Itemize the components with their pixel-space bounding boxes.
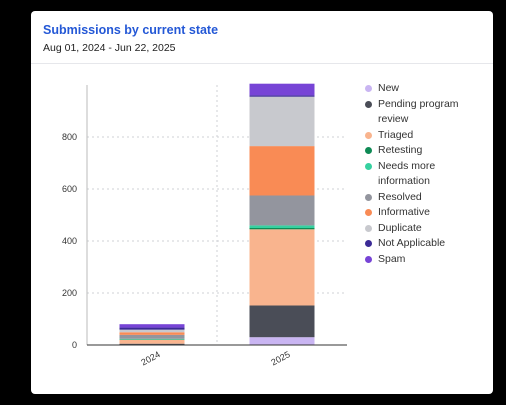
legend-item[interactable]: Triaged <box>365 128 485 144</box>
chart-card: Submissions by current state Aug 01, 202… <box>31 11 493 394</box>
legend-item[interactable]: Not Applicable <box>365 236 485 252</box>
legend-label: Pending program review <box>378 97 459 126</box>
legend-label: Resolved <box>378 190 422 203</box>
legend-swatch <box>365 193 372 201</box>
x-tick-label: 2024 <box>139 349 161 367</box>
legend-item[interactable]: Retesting <box>365 143 485 159</box>
legend-swatch <box>365 100 372 108</box>
legend-swatch <box>365 240 372 247</box>
legend-swatch <box>365 131 372 139</box>
chart-title: Submissions by current state <box>43 23 219 37</box>
bar-segment[interactable] <box>119 339 185 344</box>
legend-label: Triaged <box>378 128 414 141</box>
card-header: Submissions by current state Aug 01, 202… <box>31 11 493 64</box>
bar-segment[interactable] <box>249 337 315 345</box>
bar-segment[interactable] <box>119 329 185 333</box>
bars <box>119 83 315 345</box>
legend-item[interactable]: Resolved <box>365 190 485 206</box>
legend-item[interactable]: New <box>365 81 485 97</box>
bar-segment[interactable] <box>119 327 185 330</box>
bar-segment[interactable] <box>249 225 315 228</box>
stacked-bar-chart: 0 200 400 600 800 2024 2025 <box>62 83 347 367</box>
legend-item[interactable]: Duplicate <box>365 221 485 237</box>
y-tick-label: 600 <box>62 184 77 194</box>
axes <box>86 85 347 346</box>
x-tick-label: 2025 <box>269 349 291 367</box>
bar-segment[interactable] <box>119 334 185 339</box>
legend-swatch <box>365 209 372 216</box>
bar-segment[interactable] <box>119 339 185 340</box>
legend-swatch <box>365 162 372 170</box>
y-tick-label: 400 <box>62 236 77 246</box>
bar-segment[interactable] <box>119 324 185 328</box>
legend-label: Needs more information <box>378 159 436 188</box>
legend-swatch <box>365 85 372 92</box>
bar-segment[interactable] <box>249 96 315 147</box>
bar-segment[interactable] <box>249 229 315 306</box>
bar-segment[interactable] <box>249 228 315 230</box>
legend-label: Not Applicable <box>378 237 446 249</box>
legend-swatch <box>365 147 372 154</box>
bar-segment[interactable] <box>249 305 315 338</box>
legend-item[interactable]: Needs more information <box>365 159 485 190</box>
legend: New Pending program review Triaged Retestin… <box>365 81 485 267</box>
legend-label: New <box>378 82 400 94</box>
y-tick-label: 0 <box>72 340 77 350</box>
legend-label: Retesting <box>378 144 423 156</box>
legend-item[interactable]: Informative <box>365 205 485 221</box>
bar-segment[interactable] <box>249 195 315 226</box>
y-tick-label: 200 <box>62 288 77 298</box>
y-tick-label: 800 <box>62 132 77 142</box>
bar-segment[interactable] <box>119 338 185 340</box>
bar-segment[interactable] <box>249 146 315 196</box>
bar-segment[interactable] <box>249 95 315 97</box>
legend-label: Informative <box>378 206 430 218</box>
legend-label: Spam <box>378 252 406 265</box>
bar-segment[interactable] <box>119 332 185 335</box>
date-range: Aug 01, 2024 - Jun 22, 2025 <box>43 42 176 54</box>
bar-segment[interactable] <box>249 83 315 96</box>
bar-segment[interactable] <box>119 343 185 345</box>
legend-swatch <box>365 224 372 232</box>
legend-item[interactable]: Spam <box>365 252 485 268</box>
legend-swatch <box>365 255 372 263</box>
legend-item[interactable]: Pending program review <box>365 97 485 128</box>
legend-label: Duplicate <box>378 221 422 234</box>
